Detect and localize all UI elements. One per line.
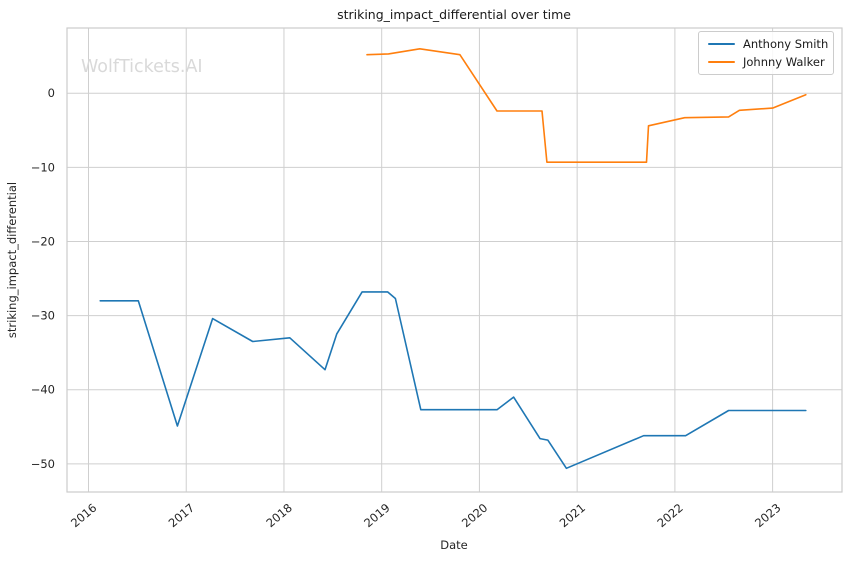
svg-text:−40: −40 <box>31 383 55 397</box>
svg-text:2019: 2019 <box>361 501 392 531</box>
svg-text:2020: 2020 <box>459 501 490 531</box>
svg-text:2021: 2021 <box>557 501 588 531</box>
legend-item-anthony-smith: Anthony Smith <box>708 37 828 51</box>
svg-text:2023: 2023 <box>752 501 783 531</box>
svg-text:−20: −20 <box>31 234 55 248</box>
svg-text:2017: 2017 <box>166 501 197 531</box>
chart-title: striking_impact_differential over time <box>337 7 571 22</box>
svg-text:2016: 2016 <box>68 501 99 531</box>
legend-line-swatch-orange <box>708 61 735 63</box>
watermark: WolfTickets.AI <box>81 57 203 77</box>
plot-area: 2016 2017 2018 2019 2020 2021 2022 2023 0 −10 −20 −… <box>31 27 843 531</box>
x-axis-label: Date <box>440 538 468 552</box>
svg-text:−50: −50 <box>31 457 55 471</box>
svg-text:2022: 2022 <box>654 501 685 531</box>
legend-line-swatch-blue <box>708 43 735 45</box>
legend: Anthony Smith Johnny Walker <box>698 31 834 75</box>
legend-label: Johnny Walker <box>743 55 825 69</box>
legend-item-johnny-walker: Johnny Walker <box>708 55 825 69</box>
legend-label: Anthony Smith <box>743 37 829 51</box>
svg-text:−30: −30 <box>31 309 55 323</box>
svg-text:2018: 2018 <box>263 501 294 531</box>
svg-text:−10: −10 <box>31 160 55 174</box>
svg-text:0: 0 <box>48 86 55 100</box>
y-axis-label: striking_impact_differential <box>5 182 19 338</box>
